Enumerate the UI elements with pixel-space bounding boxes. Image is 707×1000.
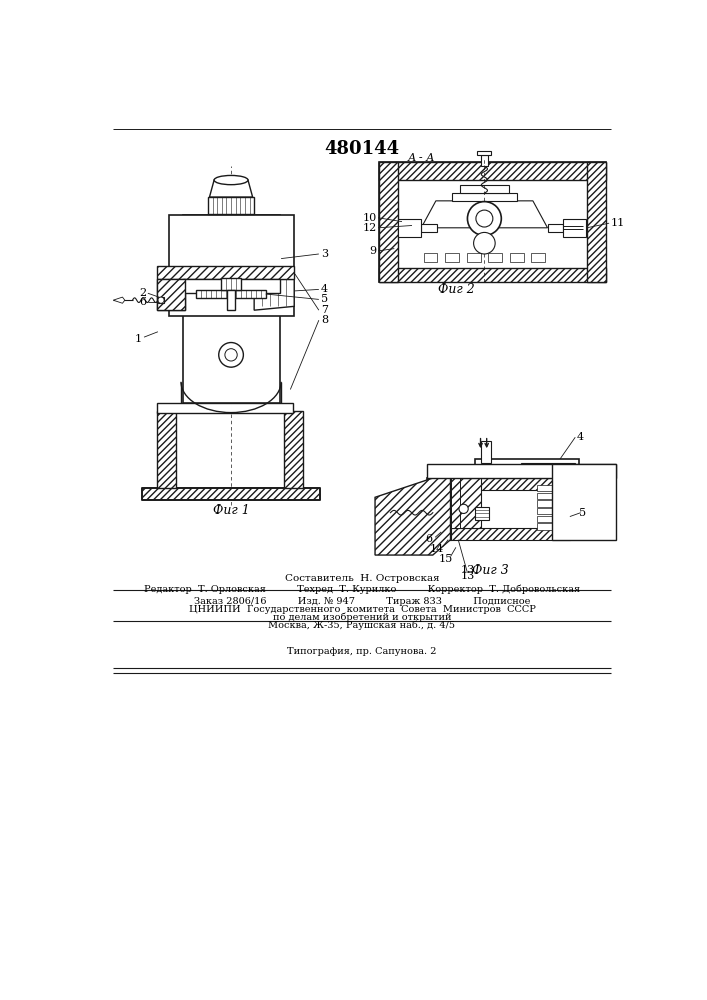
Bar: [587, 162, 606, 282]
Text: 13: 13: [460, 565, 474, 575]
Bar: [428, 478, 450, 540]
Bar: [379, 162, 398, 282]
Bar: [208, 197, 254, 214]
Bar: [141, 488, 320, 500]
Text: ЦНИИПИ  Государственного  комитета  Совета  Министров  СССР: ЦНИИПИ Государственного комитета Совета …: [189, 605, 535, 614]
Text: 4: 4: [577, 432, 584, 442]
Bar: [182, 279, 281, 293]
Bar: [398, 219, 421, 237]
Text: 12: 12: [362, 223, 377, 233]
Bar: [421, 224, 437, 232]
Polygon shape: [113, 297, 125, 303]
Bar: [460, 185, 509, 193]
Bar: [284, 411, 303, 488]
Circle shape: [474, 232, 495, 254]
Bar: [445, 253, 459, 262]
Bar: [475, 507, 489, 520]
Polygon shape: [209, 180, 252, 197]
Bar: [475, 459, 579, 486]
Bar: [423, 253, 438, 262]
Bar: [157, 266, 294, 279]
Bar: [537, 500, 570, 507]
Bar: [481, 155, 489, 166]
Bar: [428, 478, 570, 540]
Text: 6: 6: [426, 534, 433, 544]
Bar: [552, 464, 616, 540]
Bar: [379, 162, 606, 282]
Text: 1: 1: [135, 334, 142, 344]
Bar: [157, 279, 185, 310]
Polygon shape: [254, 279, 294, 310]
Bar: [481, 441, 491, 463]
Text: 15: 15: [439, 554, 453, 564]
Bar: [563, 219, 586, 237]
Text: 7: 7: [321, 305, 328, 315]
Circle shape: [218, 343, 243, 367]
Bar: [537, 508, 570, 514]
Text: 3: 3: [321, 249, 328, 259]
Text: 6: 6: [139, 297, 146, 307]
Bar: [547, 224, 563, 232]
Bar: [521, 463, 575, 482]
Circle shape: [476, 210, 493, 227]
Bar: [537, 485, 570, 491]
Bar: [477, 151, 491, 155]
Text: 5: 5: [321, 294, 328, 304]
Bar: [428, 528, 570, 540]
Ellipse shape: [214, 175, 248, 185]
Bar: [157, 403, 293, 413]
Bar: [452, 193, 517, 201]
Bar: [227, 290, 235, 310]
Bar: [537, 516, 570, 522]
Bar: [221, 278, 241, 290]
Text: Москва, Ж-35, Раушская наб., д. 4/5: Москва, Ж-35, Раушская наб., д. 4/5: [269, 620, 455, 630]
Bar: [428, 478, 570, 490]
Bar: [467, 253, 481, 262]
Circle shape: [225, 349, 238, 361]
Bar: [489, 253, 502, 262]
Text: Заказ 2806/16          Изд. № 947          Тираж 833          Подписное: Заказ 2806/16 Изд. № 947 Тираж 833 Подпи…: [194, 597, 530, 606]
Bar: [450, 478, 481, 528]
Text: 9: 9: [370, 246, 377, 256]
Bar: [170, 215, 294, 316]
Text: 10: 10: [362, 213, 377, 223]
Text: по делам изобретений и открытий: по делам изобретений и открытий: [273, 613, 451, 622]
Polygon shape: [375, 478, 450, 555]
Bar: [537, 493, 570, 499]
Text: 8: 8: [321, 315, 328, 325]
Polygon shape: [421, 201, 547, 228]
Text: 2: 2: [139, 288, 146, 298]
Text: 14: 14: [430, 544, 444, 554]
Bar: [158, 297, 164, 303]
Bar: [197, 290, 266, 298]
Bar: [450, 478, 460, 528]
Circle shape: [459, 504, 468, 513]
Bar: [379, 268, 606, 282]
Text: 11: 11: [611, 218, 625, 228]
Bar: [510, 253, 524, 262]
Text: Составитель  Н. Островская: Составитель Н. Островская: [285, 574, 439, 583]
Text: Фиг 3: Фиг 3: [472, 564, 509, 577]
Bar: [428, 464, 616, 478]
Bar: [157, 411, 176, 488]
Text: 5: 5: [579, 508, 587, 518]
Bar: [157, 279, 185, 310]
Text: Фиг 1: Фиг 1: [213, 504, 250, 517]
Text: Типография, пр. Сапунова. 2: Типография, пр. Сапунова. 2: [287, 647, 437, 656]
Ellipse shape: [158, 297, 164, 303]
Text: 13: 13: [460, 571, 474, 581]
Bar: [532, 253, 545, 262]
Text: 4: 4: [321, 284, 328, 294]
Text: 480144: 480144: [325, 140, 399, 158]
Text: А - А: А - А: [407, 153, 435, 163]
Text: Фиг 2: Фиг 2: [438, 283, 474, 296]
Bar: [182, 215, 281, 403]
Bar: [537, 523, 570, 530]
Text: Редактор  Т. Орловская          Техред  Т. Курилко          Корректор  Т. Добров: Редактор Т. Орловская Техред Т. Курилко …: [144, 585, 580, 594]
Bar: [379, 162, 606, 180]
Circle shape: [467, 202, 501, 235]
